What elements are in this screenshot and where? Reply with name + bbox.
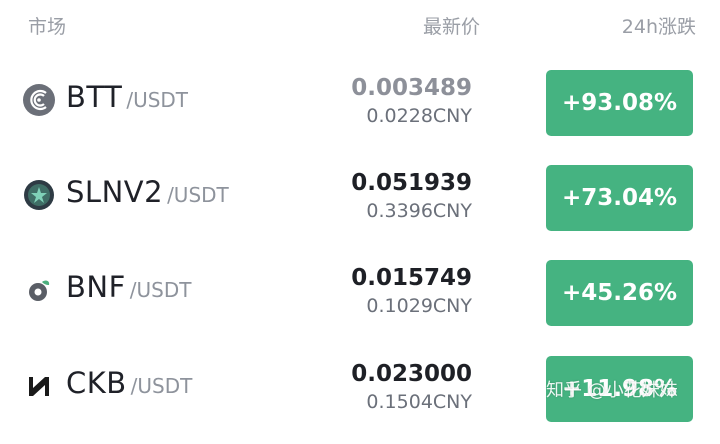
quote-symbol: /USDT xyxy=(129,278,192,302)
market-row-slnv2[interactable]: SLNV2/USDT 0.051939 0.3396CNY +73.04% xyxy=(0,158,720,253)
market-row-ckb[interactable]: CKB/USDT 0.023000 0.1504CNY +11.98% xyxy=(0,349,720,444)
price-cny: 0.3396CNY xyxy=(366,200,472,222)
change-24h-badge[interactable]: +11.98% xyxy=(546,356,693,422)
market-row-bnf[interactable]: BNF/USDT 0.015749 0.1029CNY +45.26% xyxy=(0,253,720,348)
change-24h-badge[interactable]: +93.08% xyxy=(546,70,693,136)
base-symbol: CKB xyxy=(66,366,127,400)
market-list-header: 市场 最新价 24h涨跌 xyxy=(0,0,720,48)
base-symbol: BNF xyxy=(66,270,126,304)
change-24h-badge[interactable]: +73.04% xyxy=(546,165,693,231)
change-24h-column-header[interactable]: 24h涨跌 xyxy=(621,16,696,38)
quote-symbol: /USDT xyxy=(126,88,189,112)
latest-price: 0.023000 xyxy=(351,361,472,387)
market-column-header[interactable]: 市场 xyxy=(28,16,67,38)
change-24h-badge[interactable]: +45.26% xyxy=(546,260,693,326)
base-symbol: SLNV2 xyxy=(66,175,164,209)
price-cny: 0.1029CNY xyxy=(366,295,472,317)
price-cny: 0.0228CNY xyxy=(366,105,472,127)
base-symbol: BTT xyxy=(66,80,123,114)
market-row-btt[interactable]: BTT/USDT 0.003489 0.0228CNY +93.08% xyxy=(0,63,720,158)
bnf-logo-icon xyxy=(22,273,56,307)
price-cny: 0.1504CNY xyxy=(366,391,472,413)
watermark-text: 知乎 @小花妹妹 xyxy=(546,380,678,401)
ckb-logo-icon xyxy=(22,369,56,403)
btt-logo-icon xyxy=(22,83,56,117)
latest-price: 0.051939 xyxy=(351,170,472,196)
slnv2-logo-icon xyxy=(22,178,56,212)
quote-symbol: /USDT xyxy=(167,183,229,207)
latest-price: 0.003489 xyxy=(351,75,472,101)
latest-price: 0.015749 xyxy=(351,265,472,291)
latest-price-column-header[interactable]: 最新价 xyxy=(422,16,480,38)
quote-symbol: /USDT xyxy=(130,374,193,398)
